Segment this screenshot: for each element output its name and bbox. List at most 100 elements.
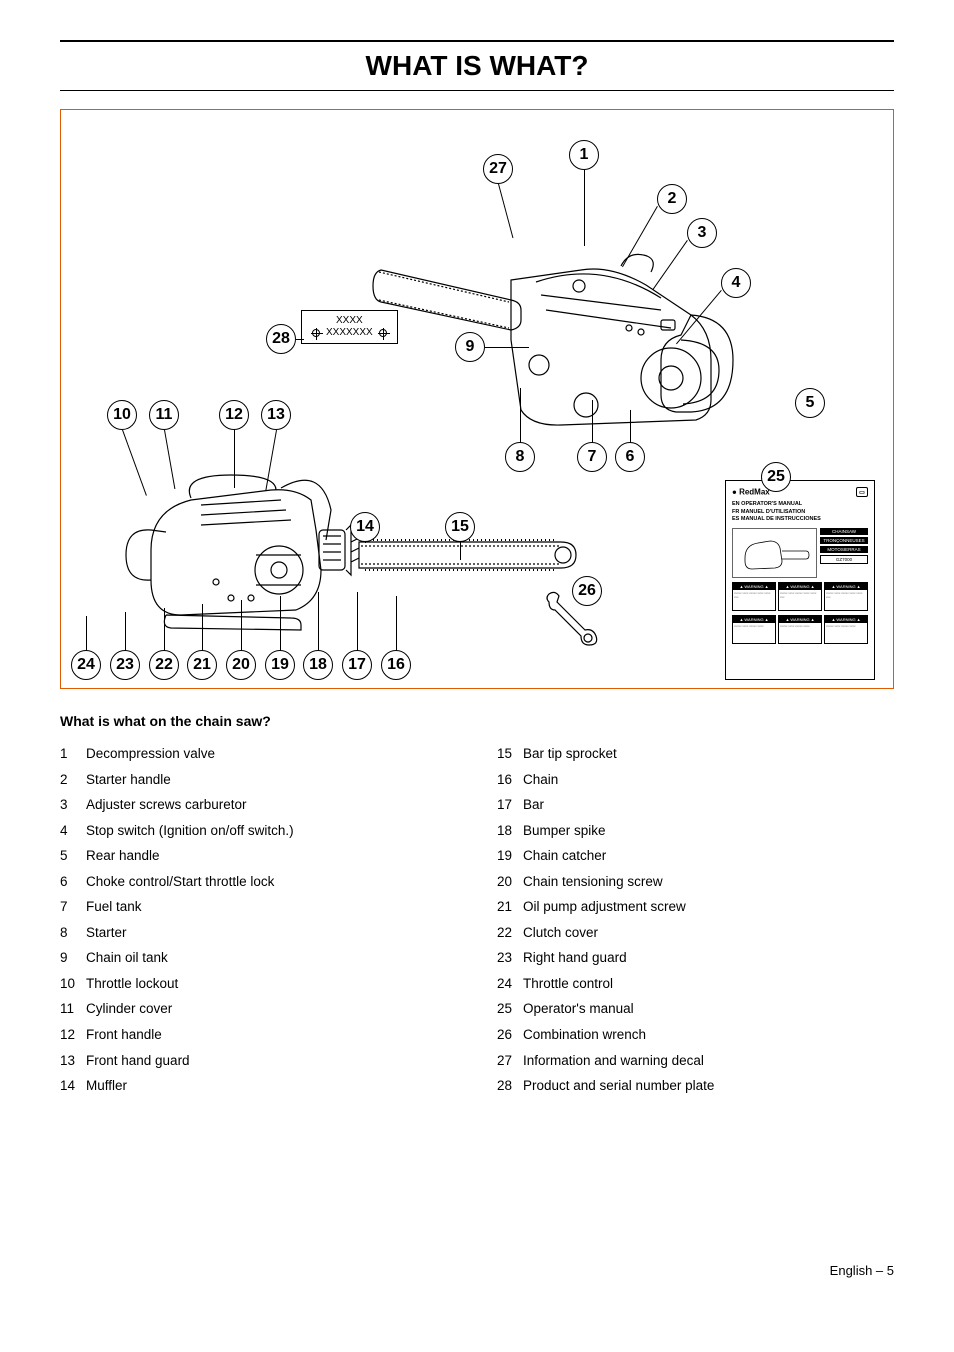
item-number: 10 [60,975,86,993]
list-item: 11Cylinder cover [60,1000,457,1018]
callout-7: 7 [577,442,607,472]
list-item: 9Chain oil tank [60,949,457,967]
leader-line [460,542,461,560]
list-item: 22Clutch cover [497,924,894,942]
callout-9: 9 [455,332,485,362]
list-item: 7Fuel tank [60,898,457,916]
list-item: 12Front handle [60,1026,457,1044]
item-number: 22 [497,924,523,942]
item-label: Fuel tank [86,898,457,916]
list-item: 23Right hand guard [497,949,894,967]
item-label: Throttle control [523,975,894,993]
leader-line [241,600,242,652]
item-number: 14 [60,1077,86,1095]
manual-brand: RedMax [739,488,770,497]
item-label: Bar [523,796,894,814]
item-label: Bumper spike [523,822,894,840]
callout-18: 18 [303,650,333,680]
item-number: 4 [60,822,86,840]
list-item: 15Bar tip sprocket [497,745,894,763]
callout-24: 24 [71,650,101,680]
manual-illustration [732,528,817,578]
callout-16: 16 [381,650,411,680]
item-label: Oil pump adjustment screw [523,898,894,916]
list-item: 3Adjuster screws carburetor [60,796,457,814]
item-label: Clutch cover [523,924,894,942]
list-item: 14Muffler [60,1077,457,1095]
list-item: 24Throttle control [497,975,894,993]
leader-line [296,339,304,340]
list-item: 5Rear handle [60,847,457,865]
leader-line [86,616,87,652]
manual-lang-en: EN OPERATOR'S MANUAL [732,501,868,509]
list-item: 27Information and warning decal [497,1052,894,1070]
manual-thumbnail: ● RedMax® ▭ EN OPERATOR'S MANUAL FR MANU… [725,480,875,680]
leader-line [357,592,358,652]
item-label: Right hand guard [523,949,894,967]
callout-6: 6 [615,442,645,472]
manual-warning: ▲ WARNING ▲xxxxx xxxx xxxxx xxxx xxxx xx… [824,582,868,611]
list-item: 4Stop switch (Ignition on/off switch.) [60,822,457,840]
item-label: Starter handle [86,771,457,789]
item-label: Chain catcher [523,847,894,865]
item-label: Chain [523,771,894,789]
item-number: 25 [497,1000,523,1018]
list-item: 28Product and serial number plate [497,1077,894,1095]
item-label: Choke control/Start throttle lock [86,873,457,891]
list-item: 1Decompression valve [60,745,457,763]
item-number: 16 [497,771,523,789]
item-number: 19 [497,847,523,865]
manual-model: GZ7000 [820,555,868,564]
callout-28: 28 [266,324,296,354]
leader-line [365,542,366,543]
parts-list: 1Decompression valve2Starter handle3Adju… [60,745,894,1103]
chainsaw-lower-sketch [121,470,581,670]
callout-15: 15 [445,512,475,542]
item-number: 8 [60,924,86,942]
callout-26: 26 [572,576,602,606]
item-label: Starter [86,924,457,942]
leader-line [318,592,319,652]
leader-line [584,170,585,246]
item-number: 17 [497,796,523,814]
callout-5: 5 [795,388,825,418]
target-icon [379,329,387,337]
callout-2: 2 [657,184,687,214]
subheading: What is what on the chain saw? [60,713,894,729]
leader-line [592,400,593,444]
chainsaw-upper-sketch [361,210,741,470]
item-label: Chain tensioning screw [523,873,894,891]
list-item: 16Chain [497,771,894,789]
list-item: 25Operator's manual [497,1000,894,1018]
leader-line [396,596,397,652]
leader-line [234,430,235,488]
item-number: 13 [60,1052,86,1070]
item-number: 28 [497,1077,523,1095]
manual-badge: TRONÇONNEUSES [820,537,868,544]
list-item: 6Choke control/Start throttle lock [60,873,457,891]
leader-line [164,608,165,652]
callout-23: 23 [110,650,140,680]
callout-17: 17 [342,650,372,680]
item-label: Rear handle [86,847,457,865]
item-label: Product and serial number plate [523,1077,894,1095]
callout-19: 19 [265,650,295,680]
list-item: 10Throttle lockout [60,975,457,993]
item-label: Decompression valve [86,745,457,763]
item-number: 21 [497,898,523,916]
page-footer: English – 5 [60,1263,894,1278]
item-label: Chain oil tank [86,949,457,967]
item-label: Adjuster screws carburetor [86,796,457,814]
item-number: 11 [60,1000,86,1018]
list-item: 19Chain catcher [497,847,894,865]
item-number: 27 [497,1052,523,1070]
page-title: WHAT IS WHAT? [60,50,894,82]
callout-10: 10 [107,400,137,430]
callout-8: 8 [505,442,535,472]
manual-lang-fr: FR MANUEL D'UTILISATION [732,509,868,517]
item-label: Muffler [86,1077,457,1095]
manual-warning: ▲ WARNING ▲xxxxx xxxx xxxxx xxxx [732,615,776,644]
item-number: 9 [60,949,86,967]
nameplate: XXXX XXXXXXX [301,310,398,344]
item-label: Bar tip sprocket [523,745,894,763]
